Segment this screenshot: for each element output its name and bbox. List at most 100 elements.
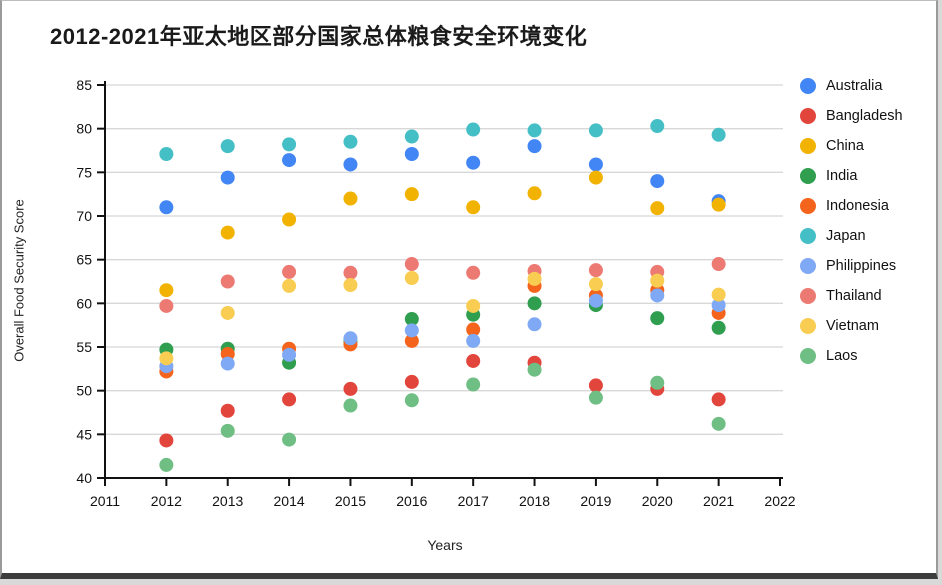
data-point-vietnam-2019[interactable]: [588, 277, 603, 292]
data-point-japan-2019[interactable]: [588, 123, 603, 138]
data-point-thailand-2012[interactable]: [159, 298, 174, 313]
data-point-japan-2012[interactable]: [159, 146, 174, 161]
legend-item-bangladesh[interactable]: Bangladesh: [800, 101, 935, 131]
data-point-japan-2015[interactable]: [343, 134, 358, 149]
data-point-philippines-2014[interactable]: [282, 347, 297, 362]
data-point-thailand-2017[interactable]: [466, 265, 481, 280]
legend-item-japan[interactable]: Japan: [800, 221, 935, 251]
data-point-philippines-2019[interactable]: [588, 293, 603, 308]
data-point-laos-2020[interactable]: [650, 375, 665, 390]
data-point-philippines-2013[interactable]: [220, 356, 235, 371]
data-point-bangladesh-2013[interactable]: [220, 403, 235, 418]
data-point-laos-2014[interactable]: [282, 432, 297, 447]
data-point-vietnam-2017[interactable]: [466, 298, 481, 313]
data-point-thailand-2015[interactable]: [343, 265, 358, 280]
legend-item-india[interactable]: India: [800, 161, 935, 191]
data-point-bangladesh-2015[interactable]: [343, 381, 358, 396]
data-point-laos-2015[interactable]: [343, 398, 358, 413]
data-point-australia-2017[interactable]: [466, 155, 481, 170]
data-point-china-2016[interactable]: [404, 187, 419, 202]
data-point-japan-2021[interactable]: [711, 127, 726, 142]
data-point-australia-2012[interactable]: [159, 200, 174, 215]
data-point-philippines-2015[interactable]: [343, 331, 358, 346]
data-point-vietnam-2020[interactable]: [650, 273, 665, 288]
data-point-australia-2019[interactable]: [588, 157, 603, 172]
data-point-bangladesh-2014[interactable]: [282, 392, 297, 407]
data-point-bangladesh-2021[interactable]: [711, 392, 726, 407]
data-point-australia-2015[interactable]: [343, 157, 358, 172]
data-point-vietnam-2015[interactable]: [343, 277, 358, 292]
data-point-japan-2016[interactable]: [404, 129, 419, 144]
legend-label: India: [826, 168, 858, 184]
data-point-philippines-2021[interactable]: [711, 298, 726, 313]
data-point-india-2016[interactable]: [404, 312, 419, 327]
data-point-vietnam-2016[interactable]: [404, 271, 419, 286]
data-point-china-2021[interactable]: [711, 197, 726, 212]
data-point-vietnam-2012[interactable]: [159, 351, 174, 366]
legend-label: Bangladesh: [826, 108, 903, 124]
x-axis-title: Years: [427, 537, 463, 553]
data-point-china-2020[interactable]: [650, 201, 665, 216]
data-point-philippines-2018[interactable]: [527, 317, 542, 332]
data-point-australia-2013[interactable]: [220, 170, 235, 185]
data-point-vietnam-2013[interactable]: [220, 305, 235, 320]
data-point-laos-2017[interactable]: [466, 377, 481, 392]
data-point-china-2014[interactable]: [282, 212, 297, 227]
data-point-thailand-2019[interactable]: [588, 263, 603, 278]
data-point-bangladesh-2016[interactable]: [404, 374, 419, 389]
data-point-japan-2013[interactable]: [220, 139, 235, 154]
data-point-indonesia-2017[interactable]: [466, 322, 481, 337]
y-axis-title: Overall Food Security Score: [11, 199, 27, 362]
data-point-japan-2017[interactable]: [466, 122, 481, 137]
data-point-laos-2021[interactable]: [711, 416, 726, 431]
data-point-thailand-2016[interactable]: [404, 257, 419, 272]
data-point-india-2018[interactable]: [527, 296, 542, 311]
legend-item-thailand[interactable]: Thailand: [800, 281, 935, 311]
data-point-bangladesh-2017[interactable]: [466, 353, 481, 368]
data-point-china-2015[interactable]: [343, 191, 358, 206]
data-point-china-2013[interactable]: [220, 225, 235, 240]
data-point-laos-2013[interactable]: [220, 423, 235, 438]
data-point-china-2017[interactable]: [466, 200, 481, 215]
data-point-vietnam-2018[interactable]: [527, 271, 542, 286]
data-point-philippines-2020[interactable]: [650, 288, 665, 303]
y-tick-label: 50: [76, 383, 92, 399]
data-point-philippines-2017[interactable]: [466, 333, 481, 348]
data-point-australia-2014[interactable]: [282, 153, 297, 168]
data-point-vietnam-2021[interactable]: [711, 287, 726, 302]
y-tick-label: 45: [76, 426, 92, 442]
data-point-japan-2018[interactable]: [527, 123, 542, 138]
data-point-bangladesh-2012[interactable]: [159, 433, 174, 448]
legend-item-australia[interactable]: Australia: [800, 71, 935, 101]
data-point-laos-2018[interactable]: [527, 362, 542, 377]
data-point-australia-2016[interactable]: [404, 146, 419, 161]
data-point-japan-2020[interactable]: [650, 119, 665, 134]
data-point-bangladesh-2019[interactable]: [588, 378, 603, 393]
data-point-indonesia-2016[interactable]: [404, 333, 419, 348]
data-point-australia-2020[interactable]: [650, 174, 665, 189]
data-point-laos-2019[interactable]: [588, 390, 603, 405]
data-point-laos-2016[interactable]: [404, 393, 419, 408]
data-point-thailand-2014[interactable]: [282, 264, 297, 279]
data-point-thailand-2021[interactable]: [711, 257, 726, 272]
x-tick-label: 2018: [519, 493, 550, 509]
data-point-laos-2012[interactable]: [159, 457, 174, 472]
data-point-indonesia-2013[interactable]: [220, 346, 235, 361]
legend-item-indonesia[interactable]: Indonesia: [800, 191, 935, 221]
legend-item-laos[interactable]: Laos: [800, 341, 935, 371]
data-point-india-2020[interactable]: [650, 311, 665, 326]
data-point-india-2021[interactable]: [711, 320, 726, 335]
legend-dot-vietnam: [800, 318, 816, 334]
data-point-china-2018[interactable]: [527, 186, 542, 201]
legend-item-vietnam[interactable]: Vietnam: [800, 311, 935, 341]
legend-item-china[interactable]: China: [800, 131, 935, 161]
data-point-australia-2018[interactable]: [527, 139, 542, 154]
data-point-vietnam-2014[interactable]: [282, 278, 297, 293]
data-point-philippines-2016[interactable]: [404, 323, 419, 338]
legend-item-philippines[interactable]: Philippines: [800, 251, 935, 281]
data-point-china-2019[interactable]: [588, 170, 603, 185]
data-point-thailand-2013[interactable]: [220, 274, 235, 289]
data-point-japan-2014[interactable]: [282, 137, 297, 152]
data-point-china-2012[interactable]: [159, 283, 174, 298]
